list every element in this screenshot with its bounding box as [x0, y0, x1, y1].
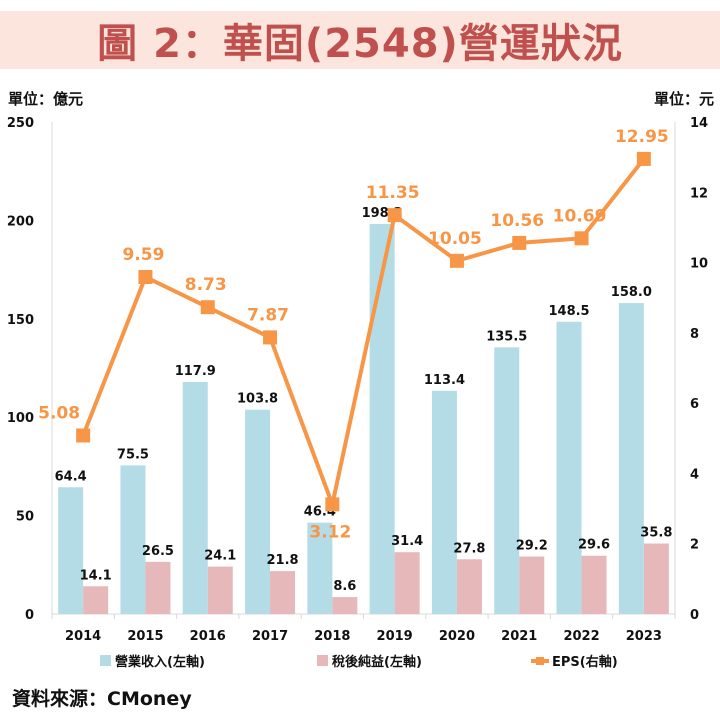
revenue-bar	[369, 223, 395, 615]
eps-label: 5.08	[38, 403, 80, 423]
right-tick-label: 6	[690, 397, 699, 412]
revenue-bar	[307, 522, 333, 614]
right-tick-label: 14	[690, 116, 708, 131]
left-tick-label: 100	[7, 411, 34, 426]
legend-swatch	[317, 655, 328, 666]
right-tick-label: 8	[690, 327, 699, 342]
net-profit-bar	[519, 556, 545, 614]
left-tick-label: 0	[25, 608, 34, 623]
legend-swatch	[100, 655, 111, 666]
x-tick-label: 2016	[190, 629, 226, 644]
revenue-label: 158.0	[611, 285, 652, 300]
right-tick-label: 10	[690, 257, 708, 272]
net-profit-label: 27.8	[453, 541, 485, 556]
x-tick-label: 2015	[127, 629, 163, 644]
net-profit-label: 14.1	[80, 568, 112, 583]
right-axis-unit: 單位：元	[653, 90, 714, 108]
left-tick-label: 250	[7, 116, 34, 131]
eps-marker	[636, 151, 651, 166]
revenue-bar	[120, 465, 146, 614]
net-profit-bar	[332, 597, 358, 614]
net-profit-bar	[83, 586, 109, 614]
revenue-label: 148.5	[548, 304, 589, 319]
source-note: 資料來源：CMoney	[12, 688, 192, 710]
eps-marker	[263, 330, 278, 345]
revenue-label: 117.9	[175, 364, 216, 379]
revenue-bar	[618, 303, 644, 614]
eps-marker	[200, 300, 215, 315]
x-tick-label: 2017	[252, 629, 288, 644]
x-tick-label: 2020	[439, 629, 475, 644]
revenue-label: 75.5	[117, 447, 149, 462]
revenue-bar	[245, 409, 271, 614]
left-tick-label: 50	[16, 510, 34, 525]
net-profit-bar	[581, 555, 607, 614]
net-profit-label: 29.2	[516, 539, 548, 554]
left-axis-unit: 單位：億元	[8, 90, 84, 108]
net-profit-label: 8.6	[333, 579, 356, 594]
eps-label: 8.73	[185, 275, 227, 295]
revenue-label: 135.5	[486, 329, 527, 344]
legend-swatch-marker	[536, 657, 544, 665]
eps-marker	[387, 208, 402, 223]
chart-title: 圖 2：華固(2548)營運狀況	[97, 21, 623, 67]
right-tick-label: 12	[690, 186, 708, 201]
net-profit-label: 21.8	[267, 553, 299, 568]
net-profit-bar	[643, 543, 669, 614]
x-tick-label: 2021	[501, 629, 537, 644]
x-tick-label: 2019	[377, 629, 413, 644]
eps-label: 11.35	[366, 183, 420, 203]
revenue-label: 64.4	[55, 469, 87, 484]
eps-label: 10.69	[553, 206, 607, 226]
right-tick-label: 4	[690, 467, 699, 482]
eps-label: 7.87	[247, 305, 289, 325]
eps-label: 12.95	[615, 127, 669, 147]
eps-marker	[76, 428, 91, 443]
x-tick-label: 2023	[626, 629, 662, 644]
eps-label: 9.59	[122, 245, 164, 265]
eps-label: 3.12	[309, 522, 351, 542]
right-tick-label: 2	[690, 538, 699, 553]
net-profit-label: 35.8	[640, 526, 672, 541]
left-tick-label: 150	[7, 313, 34, 328]
eps-label: 10.05	[428, 229, 482, 249]
x-tick-label: 2014	[65, 629, 101, 644]
net-profit-label: 24.1	[204, 549, 236, 564]
net-profit-label: 29.6	[578, 538, 610, 553]
x-tick-label: 2022	[563, 629, 599, 644]
net-profit-bar	[270, 571, 296, 614]
net-profit-bar	[145, 561, 171, 614]
eps-marker	[512, 235, 527, 250]
revenue-label: 103.8	[237, 392, 278, 407]
eps-label: 10.56	[490, 211, 544, 231]
eps-marker	[325, 497, 340, 512]
right-tick-label: 0	[690, 608, 699, 623]
revenue-bar	[58, 487, 84, 614]
revenue-bar	[556, 321, 582, 614]
net-profit-bar	[394, 552, 420, 614]
revenue-bar	[494, 347, 520, 614]
legend-label: 營業收入(左軸)	[115, 654, 205, 670]
eps-marker	[574, 231, 589, 246]
left-tick-label: 200	[7, 214, 34, 229]
revenue-bar	[431, 390, 457, 614]
eps-marker	[138, 269, 153, 284]
eps-line	[81, 157, 646, 512]
eps-marker	[449, 253, 464, 268]
net-profit-label: 31.4	[391, 534, 423, 549]
x-tick-label: 2018	[314, 629, 350, 644]
legend-label: EPS(右軸)	[552, 654, 618, 670]
net-profit-bar	[456, 559, 482, 614]
revenue-label: 113.4	[424, 373, 465, 388]
net-profit-bar	[207, 566, 233, 614]
legend-label: 稅後純益(左軸)	[332, 654, 422, 670]
revenue-bar	[182, 381, 208, 614]
title-band: 圖 2：華固(2548)營運狀況	[0, 11, 720, 69]
net-profit-label: 26.5	[142, 544, 174, 559]
